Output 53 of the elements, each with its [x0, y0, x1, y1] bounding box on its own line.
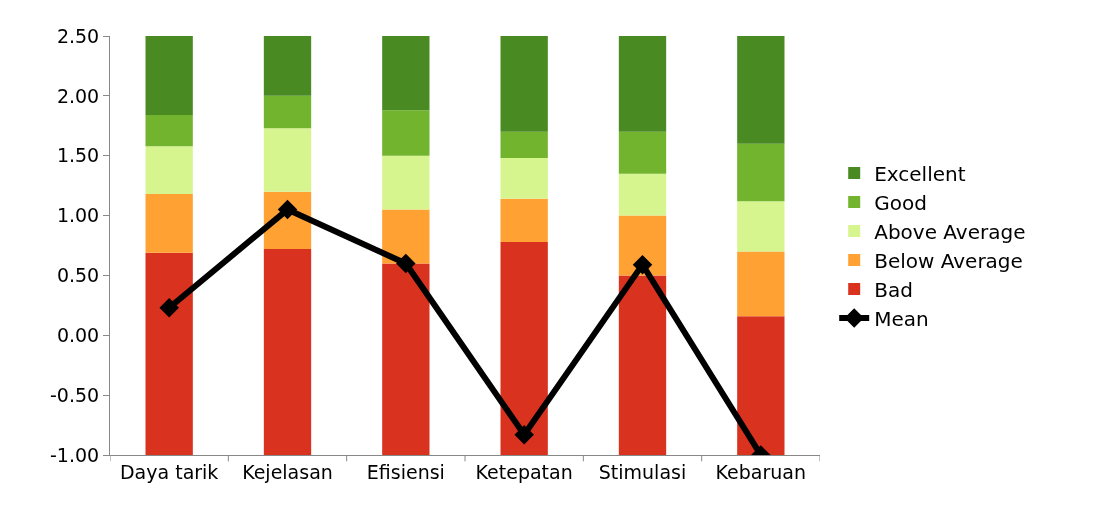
bar [263, 36, 312, 96]
bar [618, 215, 667, 276]
legend-label: Above Average [874, 219, 1026, 244]
legend-label: Mean [874, 306, 929, 331]
bar [263, 95, 312, 129]
bar [618, 173, 667, 216]
point [514, 424, 534, 445]
y-tick-label: 2.00 [56, 84, 100, 107]
y-tick-label: 2.50 [56, 24, 100, 47]
bar [500, 131, 548, 159]
bar [382, 155, 430, 210]
bar [382, 36, 430, 111]
bar [145, 36, 193, 116]
y-tick-label: 1.00 [56, 204, 100, 227]
bar [618, 36, 667, 132]
y-tick-label: 0.00 [56, 323, 100, 346]
bar [145, 115, 193, 147]
y-tick-label: -1.00 [50, 443, 100, 466]
bar [382, 110, 430, 156]
legend-label: Bad [874, 277, 913, 302]
bar [737, 251, 785, 317]
x-tick-label: Stimulasi [598, 460, 687, 483]
x-tick-label: Daya tarik [119, 460, 219, 483]
point [396, 253, 416, 274]
bar [500, 198, 548, 242]
x-tick-label: Efisiensi [366, 460, 445, 483]
legend-label: Below Average [874, 248, 1023, 273]
bar [263, 249, 312, 455]
bar [500, 36, 548, 132]
bar [737, 143, 785, 202]
point [159, 298, 179, 318]
bar [145, 146, 193, 195]
bar [737, 201, 785, 252]
bar [618, 275, 667, 455]
legend-label: Good [874, 190, 927, 215]
bar [145, 252, 193, 455]
bar [500, 241, 548, 455]
bar [382, 209, 430, 264]
x-tick-label: Ketepatan [475, 460, 573, 483]
y-tick-label: 1.50 [56, 144, 100, 167]
bar [500, 158, 548, 199]
bar [618, 131, 667, 174]
bar [263, 128, 312, 192]
bar [382, 263, 430, 455]
y-tick-label: -0.50 [50, 383, 100, 406]
x-tick-label: Kebaruan [715, 460, 807, 483]
bar [737, 36, 785, 144]
bar [737, 316, 785, 455]
y-tick-label: 0.50 [56, 264, 100, 287]
point [632, 254, 653, 275]
x-tick-label: Kejelasan [242, 460, 333, 483]
legend-label: Excellent [874, 161, 966, 186]
bar [145, 194, 193, 253]
